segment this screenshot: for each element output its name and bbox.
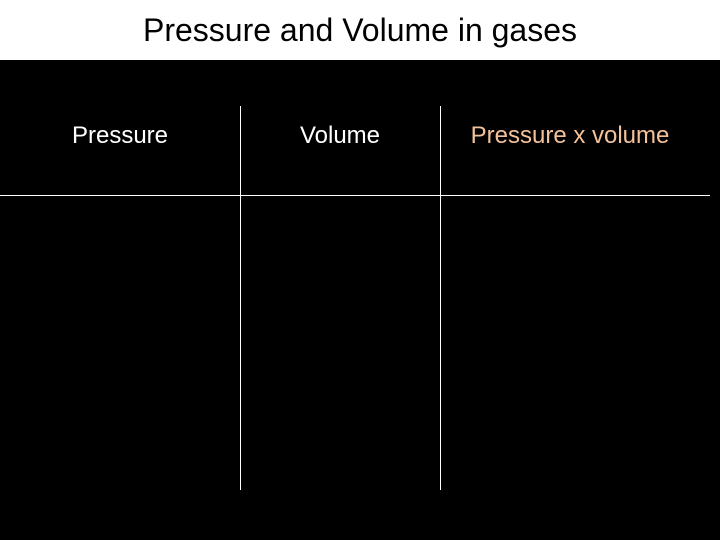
column-header-pxv: Pressure x volume (440, 122, 700, 151)
column-header-pressure: Pressure (0, 122, 240, 151)
column-divider-2 (440, 106, 441, 490)
slide-title: Pressure and Volume in gases (143, 12, 577, 49)
column-divider-1 (240, 106, 241, 490)
column-header-volume: Volume (240, 122, 440, 151)
header-underline (0, 195, 710, 196)
table-area: Pressure Volume Pressure x volume (0, 60, 720, 540)
title-band: Pressure and Volume in gases (0, 0, 720, 60)
